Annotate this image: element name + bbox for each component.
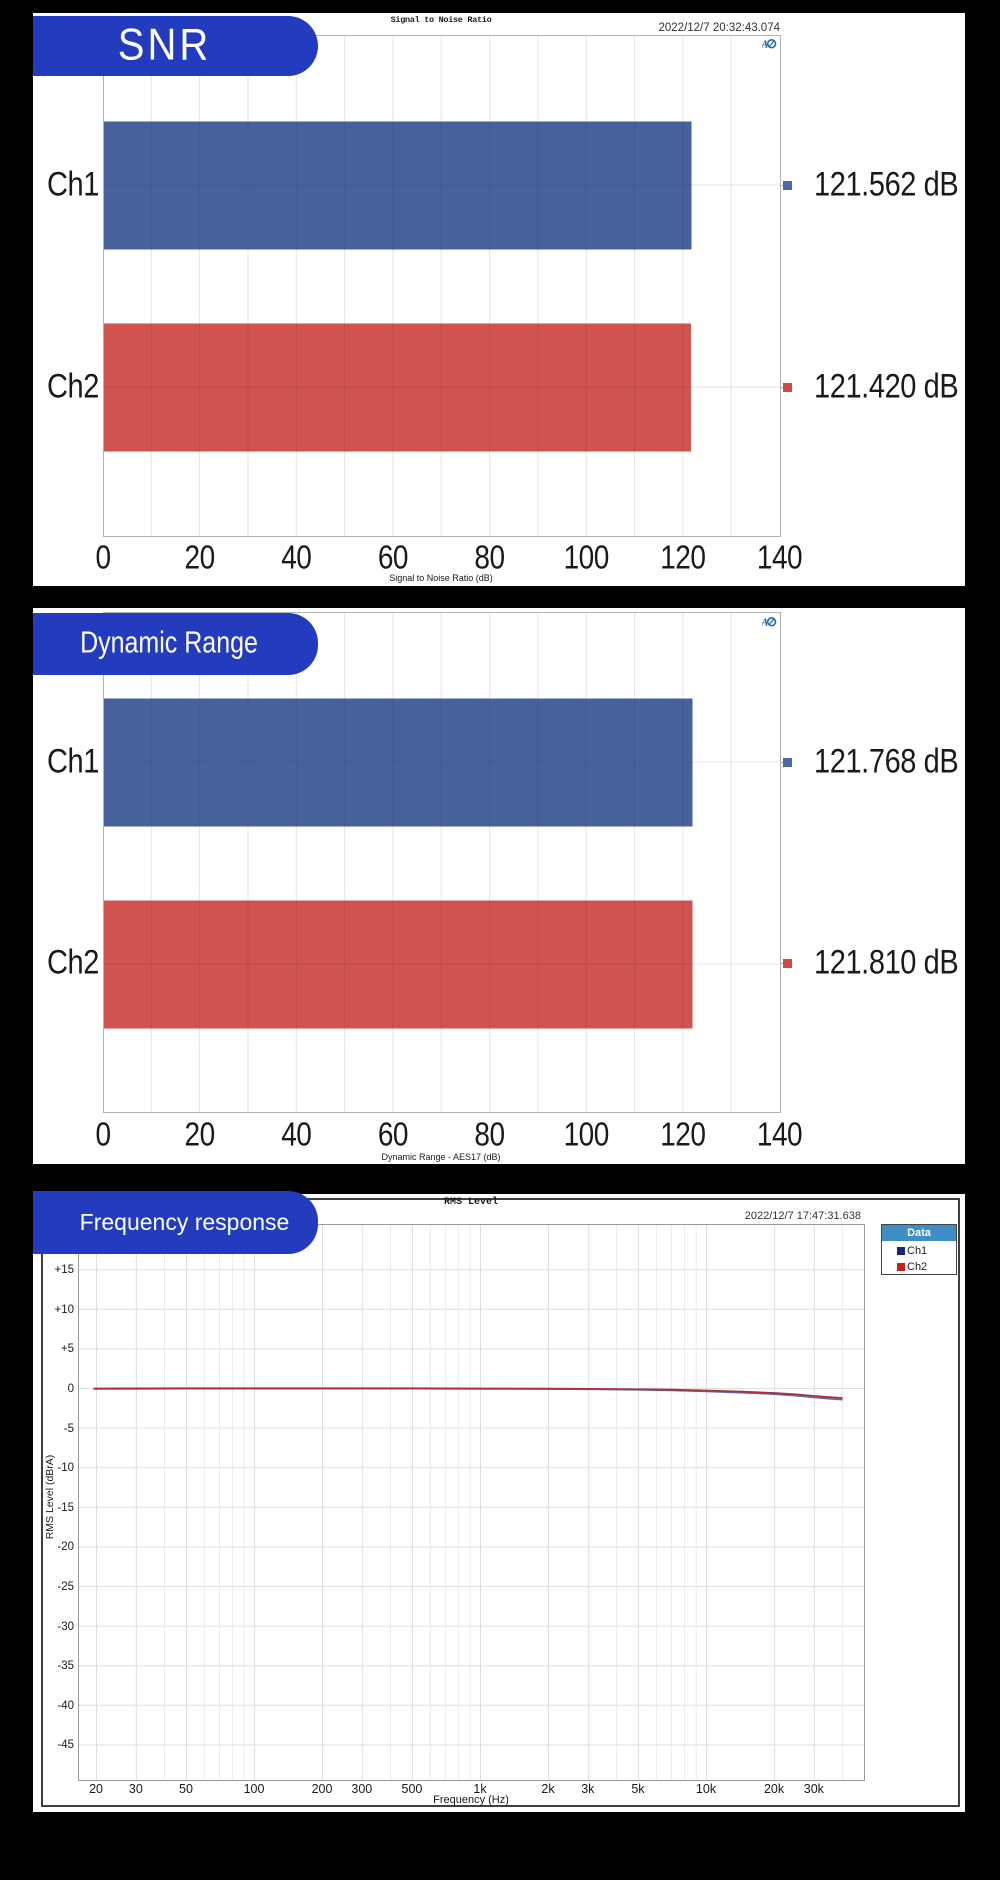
svg-text:A: A [762,40,769,50]
svg-text:A: A [762,618,769,628]
